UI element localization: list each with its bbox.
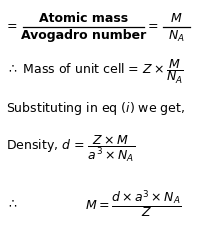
Text: Substituting in eq $(i)$ we get,: Substituting in eq $(i)$ we get, — [6, 100, 185, 117]
Text: $N_A$: $N_A$ — [168, 29, 185, 44]
Text: Density, $d$ = $\dfrac{Z\times M}{a^3\times N_A}$: Density, $d$ = $\dfrac{Z\times M}{a^3\ti… — [6, 134, 135, 164]
Text: $M = \dfrac{d\times a^3\times N_A}{Z}$: $M = \dfrac{d\times a^3\times N_A}{Z}$ — [85, 188, 181, 219]
Text: =: = — [6, 21, 17, 34]
Text: Atomic mass: Atomic mass — [39, 12, 128, 25]
Text: =: = — [147, 21, 158, 34]
Text: Avogadro number: Avogadro number — [21, 29, 146, 42]
Text: $\therefore$: $\therefore$ — [6, 197, 18, 210]
Text: $M$: $M$ — [170, 12, 183, 25]
Text: $\therefore$ Mass of unit cell = $Z\times\dfrac{M}{N_A}$: $\therefore$ Mass of unit cell = $Z\time… — [6, 58, 184, 86]
